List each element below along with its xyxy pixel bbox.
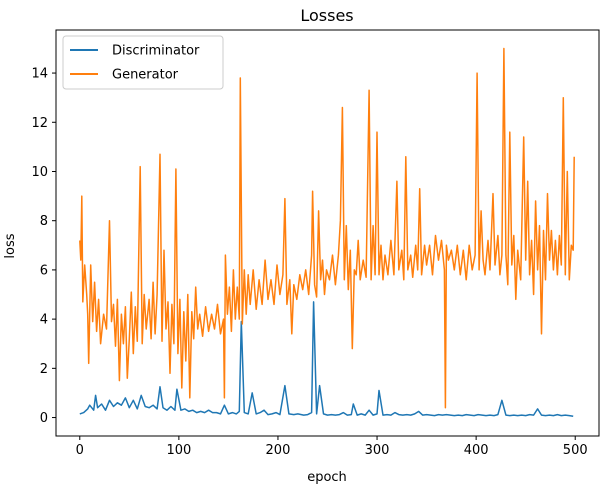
x-tick-label: 500	[563, 443, 588, 458]
series-line-generator	[79, 47, 575, 409]
x-tick-label: 400	[464, 443, 489, 458]
legend-label-discriminator: Discriminator	[112, 44, 200, 59]
x-axis-label: epoch	[307, 470, 347, 485]
y-tick-label: 6	[40, 263, 48, 278]
x-tick-label: 0	[76, 443, 84, 458]
series-line-discriminator	[79, 301, 574, 418]
y-tick-label: 0	[40, 411, 48, 426]
legend: Discriminator Generator	[62, 35, 224, 90]
legend-box	[62, 35, 224, 90]
x-tick-label: 100	[166, 443, 191, 458]
plot-series	[79, 47, 575, 418]
y-tick-label: 12	[31, 116, 48, 131]
y-tick-label: 2	[40, 362, 48, 377]
axes: 0 100 200 300 400 500 0 2 4 6 8 10 12 14	[31, 29, 600, 458]
y-tick-label: 8	[40, 214, 48, 229]
plot-frame	[55, 29, 600, 437]
y-tick-label: 4	[40, 313, 48, 328]
x-tick-label: 300	[365, 443, 390, 458]
y-tick-label: 14	[31, 67, 48, 82]
y-tick-label: 10	[31, 165, 48, 180]
y-axis-label: loss	[3, 233, 18, 258]
x-tick-label: 200	[266, 443, 291, 458]
legend-label-generator: Generator	[112, 68, 179, 83]
chart-title: Losses	[300, 6, 353, 25]
